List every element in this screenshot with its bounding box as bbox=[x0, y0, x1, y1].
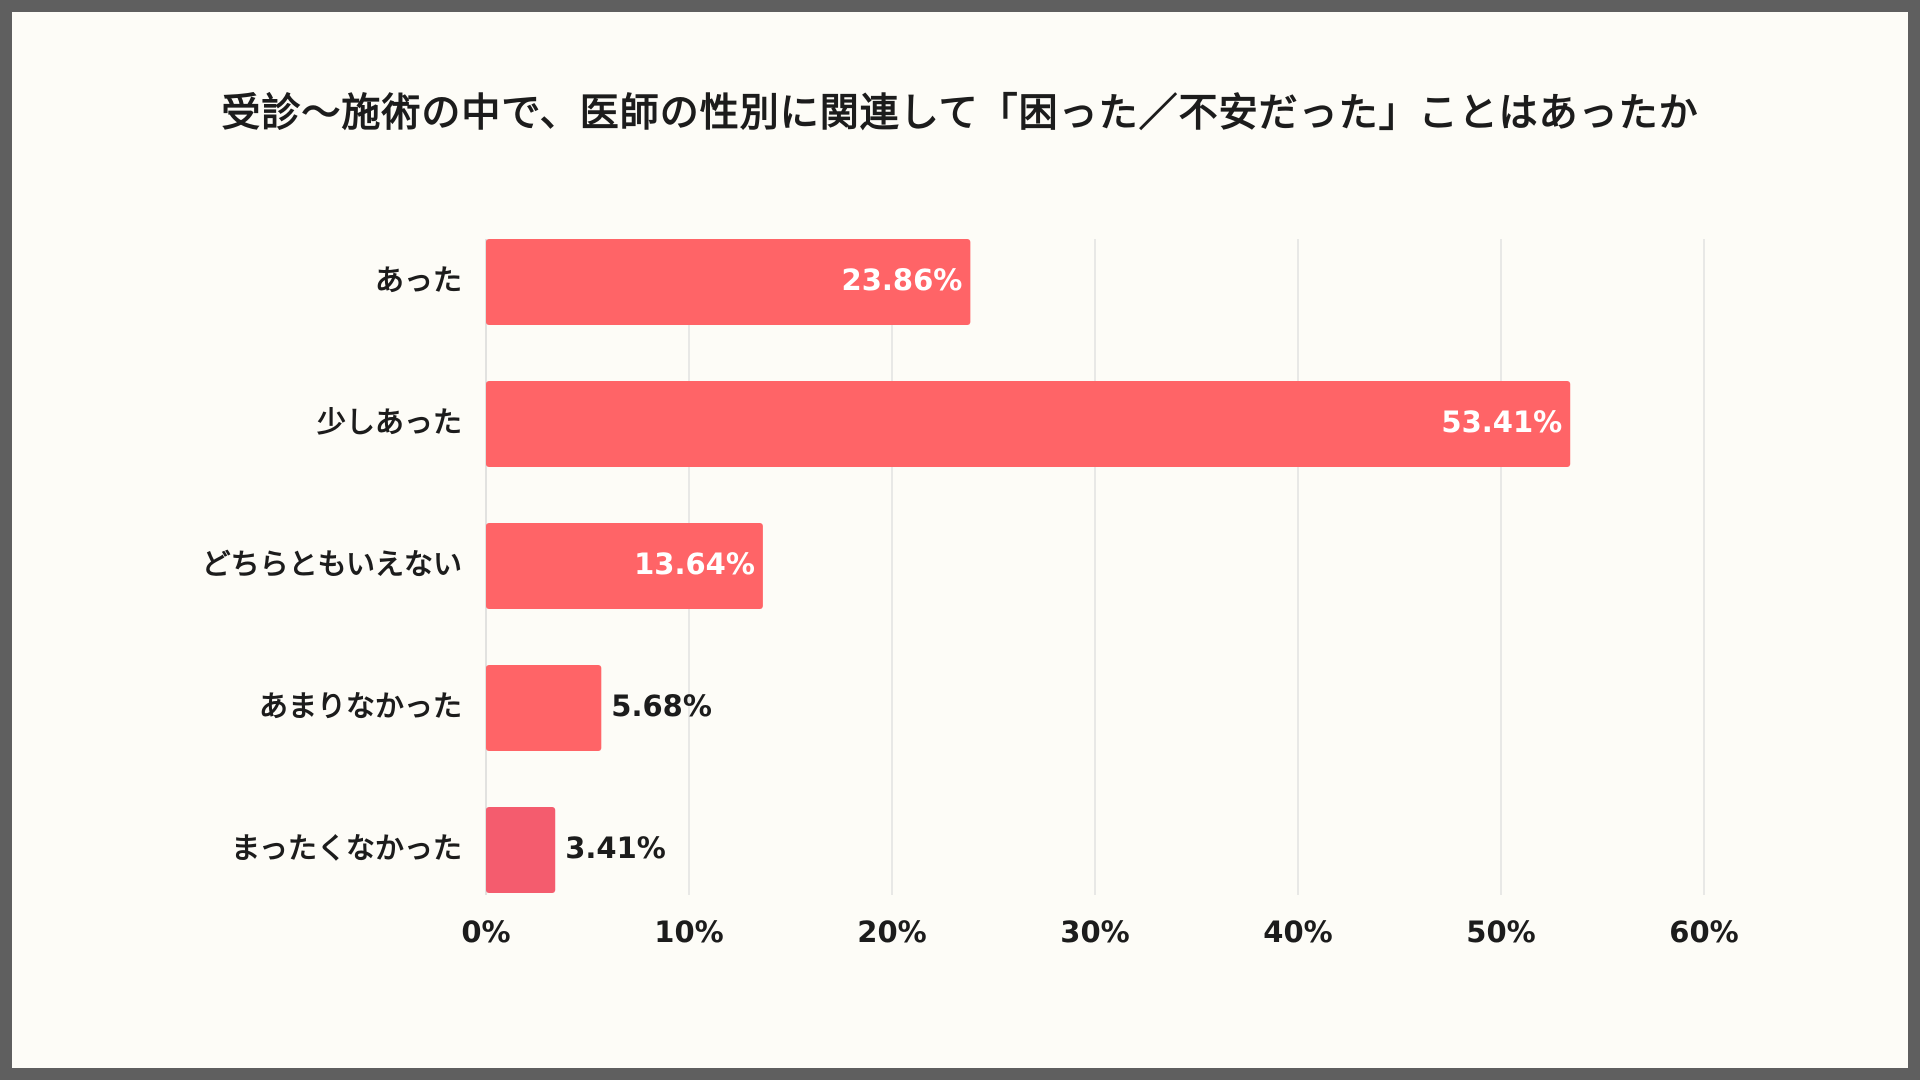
bar bbox=[486, 381, 1571, 467]
bar bbox=[486, 665, 602, 751]
category-label: どちらともいえない bbox=[202, 547, 462, 581]
x-tick-label: 40% bbox=[1263, 915, 1332, 949]
x-tick-label: 50% bbox=[1466, 915, 1535, 949]
bar bbox=[486, 807, 556, 893]
category-label: あまりなかった bbox=[259, 689, 462, 723]
x-tick-label: 10% bbox=[654, 915, 723, 949]
bar bbox=[486, 523, 763, 609]
x-tick-label: 30% bbox=[1060, 915, 1129, 949]
bar-chart: 0% 10% 20% 30% 40% 50% 60% あった 23.86% 少しあった 53.41%… bbox=[202, 239, 1739, 949]
x-tick-label: 0% bbox=[461, 915, 510, 949]
data-label: 13.64% bbox=[634, 547, 755, 581]
x-tick-label: 60% bbox=[1669, 915, 1738, 949]
category-label: 少しあった bbox=[317, 405, 462, 439]
data-label: 53.41% bbox=[1441, 405, 1562, 439]
x-tick-label: 20% bbox=[857, 915, 926, 949]
chart-title: 受診〜施術の中で、医師の性別に関連して「困った／不安だった」ことはあったか bbox=[221, 91, 1699, 136]
category-label: あった bbox=[375, 263, 462, 297]
data-label: 5.68% bbox=[611, 689, 712, 723]
category-label: まったくなかった bbox=[231, 831, 462, 865]
chart-frame: 受診〜施術の中で、医師の性別に関連して「困った／不安だった」ことはあったか 0%… bbox=[12, 12, 1908, 1068]
data-label: 23.86% bbox=[842, 263, 963, 297]
data-label: 3.41% bbox=[565, 831, 666, 865]
bar bbox=[486, 239, 971, 325]
